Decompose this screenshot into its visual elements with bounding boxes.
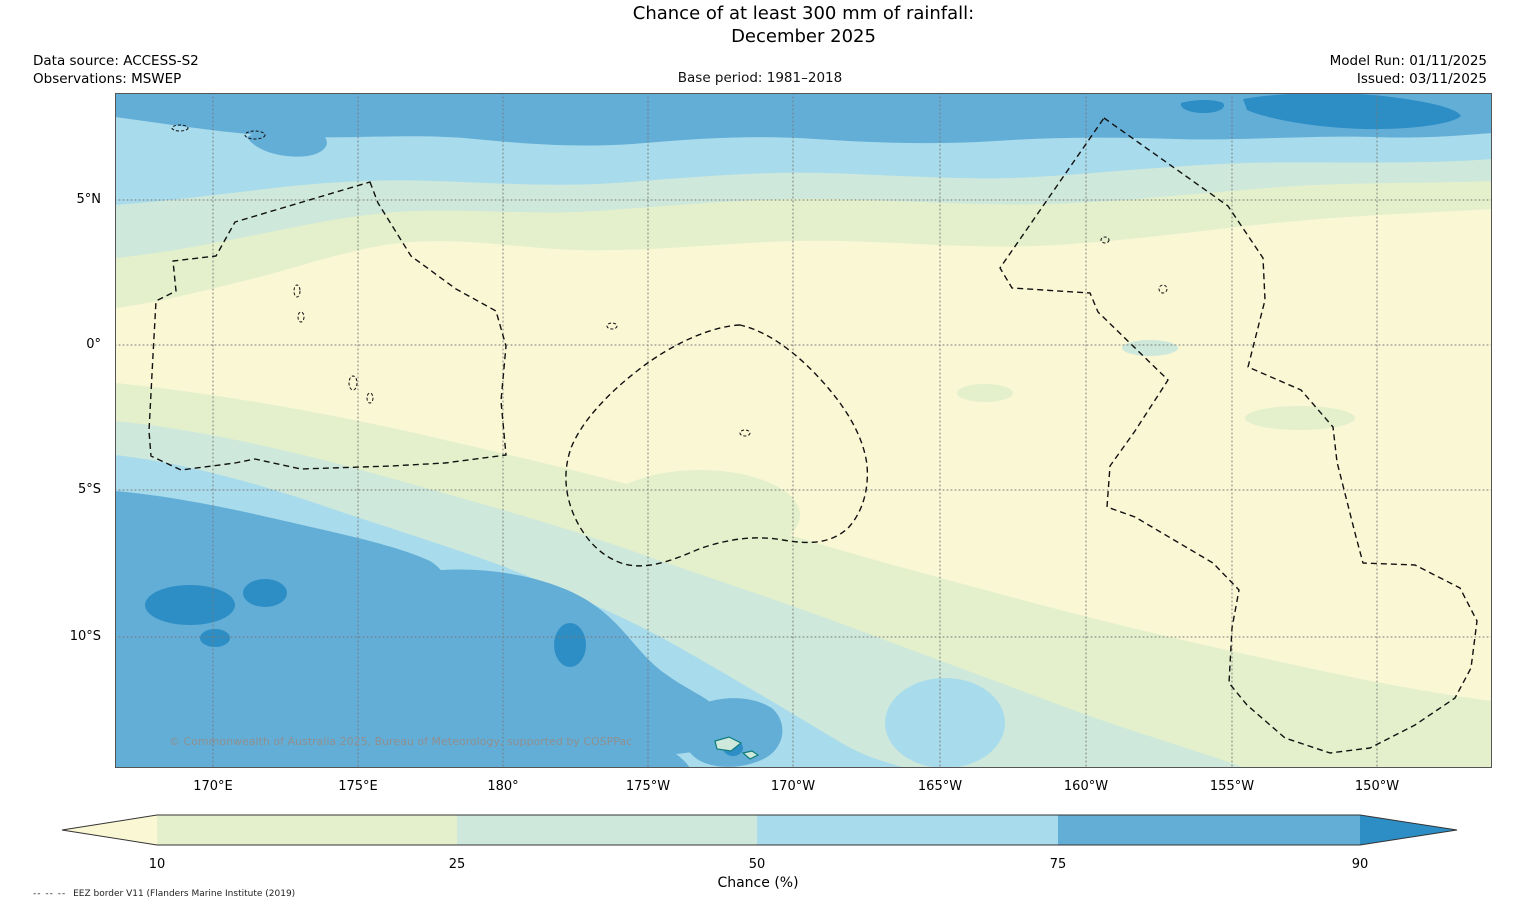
x-tick-160w: 160°W [1063, 779, 1109, 794]
island-outline-6 [366, 392, 374, 404]
island-outline-7 [606, 322, 618, 330]
eez-legend-label: EEZ border V11 (Flanders Marine Institut… [73, 889, 296, 899]
island-outline-3 [293, 284, 301, 298]
copyright-note: © Commonwealth of Australia 2025, Bureau… [169, 735, 633, 748]
colorbar-segment-50-75 [757, 815, 1058, 845]
blob-gt90-center [554, 623, 586, 667]
samoa-island-upolu [714, 736, 743, 752]
colorbar-segment-10-25 [157, 815, 457, 845]
eez-east-polygon [999, 117, 1478, 754]
header-meta-left: Data source: ACCESS-S2 Observations: MSW… [33, 53, 199, 88]
samoa-island-savaii [741, 750, 760, 760]
y-tick-5s: 5°S [77, 482, 101, 497]
colorbar: 10 25 50 75 90 Chance (%) [0, 813, 1517, 908]
x-tick-175e: 175°E [338, 779, 378, 794]
y-tick-0: 0° [86, 337, 101, 352]
map-frame [115, 93, 1492, 768]
island-outline-2 [244, 130, 266, 140]
eez-legend: -- -- -- EEZ border V11 (Flanders Marine… [33, 889, 295, 899]
colorbar-tick-25: 25 [448, 857, 466, 872]
island-outline-1 [171, 124, 189, 132]
title-line-1: Chance of at least 300 mm of rainfall: [632, 3, 975, 24]
scattered-patches [600, 340, 1355, 560]
gridlines [115, 93, 1492, 768]
y-tick-10s: 10°S [69, 629, 101, 644]
band-75-90-north [115, 93, 1492, 146]
x-tick-155w: 155°W [1209, 779, 1255, 794]
blob-gt90-north-small [1180, 100, 1225, 113]
x-tick-180: 180° [487, 779, 519, 794]
colorbar-tick-90: 90 [1351, 857, 1369, 872]
base-period-label: Base period: 1981–2018 [677, 70, 843, 86]
colorbar-graphic [61, 814, 1458, 846]
blob-50-75-south-east [885, 678, 1005, 768]
island-outline-10 [1100, 236, 1110, 244]
blob-gt90-northeast [1243, 93, 1461, 130]
x-tick-170w: 170°W [770, 779, 816, 794]
patch-10-25-small-1 [957, 384, 1013, 402]
blob-gt90-sw-3 [200, 629, 230, 647]
x-tick-175w: 175°W [625, 779, 671, 794]
blob-75-90-south-samoa [680, 698, 783, 767]
model-run-label: Model Run: 01/11/2025 [1329, 53, 1487, 69]
observations-label: Observations: MSWEP [33, 70, 182, 87]
south-shading [115, 383, 1492, 768]
header-meta-right: Model Run: 01/11/2025 Issued: 03/11/2025 [1330, 53, 1487, 88]
colorbar-tick-50: 50 [748, 857, 766, 872]
blob-gt90-sw-2 [243, 579, 287, 607]
colorbar-tick-75: 75 [1049, 857, 1067, 872]
colorbar-title: Chance (%) [717, 875, 799, 891]
eez-west-polygon [148, 181, 507, 471]
data-source-label: Data source: ACCESS-S2 [33, 53, 199, 69]
eez-borders [148, 117, 1478, 754]
colorbar-arrow-left [62, 815, 157, 845]
colorbar-tick-10: 10 [148, 857, 166, 872]
samoa-coastlines [714, 736, 760, 760]
page-title: Chance of at least 300 mm of rainfall: D… [115, 2, 1492, 48]
colorbar-outline [61, 814, 1458, 846]
island-outline-8 [739, 429, 751, 437]
colorbar-segment-75-90 [1058, 815, 1360, 845]
x-tick-170e: 170°E [193, 779, 233, 794]
title-line-2: December 2025 [731, 26, 876, 47]
latitude-axis: 5°N 0° 5°S 10°S [0, 93, 101, 768]
patch-10-25-center [600, 470, 800, 560]
patch-25-50-small [1122, 340, 1178, 356]
island-outline-5 [348, 375, 358, 391]
island-outlines [171, 124, 1168, 437]
rainfall-probability-map [115, 93, 1492, 768]
issued-label: Issued: 03/11/2025 [1356, 70, 1487, 87]
longitude-axis: 170°E 175°E 180° 175°W 170°W 165°W 160°W… [115, 779, 1492, 799]
patch-10-25-small-2 [1245, 406, 1355, 430]
island-outline-4 [297, 311, 305, 323]
colorbar-segment-25-50 [457, 815, 757, 845]
island-outline-9 [1158, 284, 1168, 294]
y-tick-5n: 5°N [76, 192, 102, 207]
x-tick-150w: 150°W [1354, 779, 1400, 794]
eez-central-polygon [565, 324, 869, 567]
colorbar-arrow-right [1360, 815, 1457, 845]
blob-75-90-northwest [247, 128, 327, 157]
map-panel: © Commonwealth of Australia 2025, Bureau… [115, 93, 1492, 768]
eez-dash-sample: -- -- -- [33, 889, 67, 899]
x-tick-165w: 165°W [917, 779, 963, 794]
blob-gt90-sw-1 [145, 585, 235, 625]
